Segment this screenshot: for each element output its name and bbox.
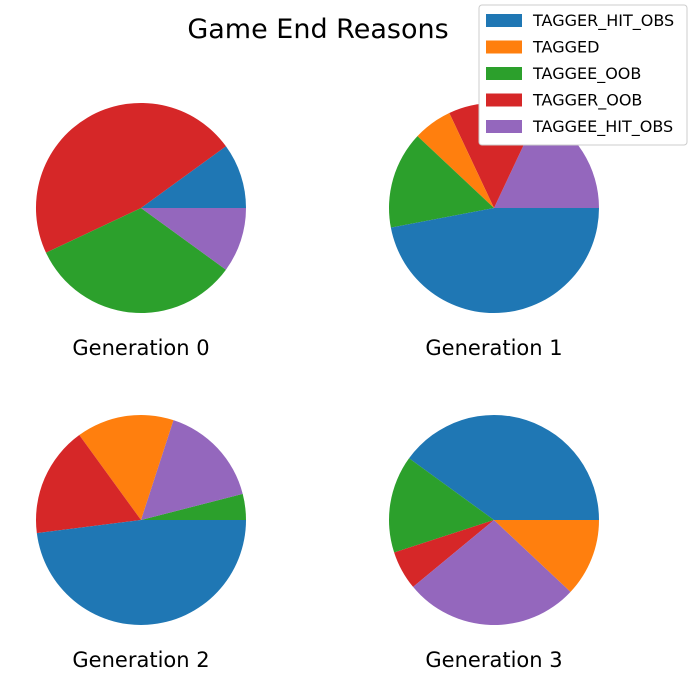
pie-generation-1: Generation 1 <box>388 102 599 360</box>
pie-slice-tagger-oob <box>35 102 226 253</box>
pie-slice-tagger-hit-obs <box>390 208 599 314</box>
pie-generation-0: Generation 0 <box>35 102 246 360</box>
pie-slice-tagger-hit-obs <box>36 520 246 625</box>
pie-slice-tagged <box>79 414 174 520</box>
pie-slice-tagged <box>417 112 494 208</box>
pie-slice-tagger-oob <box>394 520 494 587</box>
pie-slice-taggee-oob <box>141 493 246 520</box>
pie-slice-tagged <box>494 520 599 592</box>
legend: TAGGER_HIT_OBS TAGGED TAGGEE_OOB TAGGER_OOB… <box>478 4 688 146</box>
pie-slice-tagger-hit-obs <box>141 146 246 208</box>
legend-frame <box>478 4 688 146</box>
pie-slice-taggee-hit-obs <box>413 520 571 625</box>
legend-label-tagger-oob: TAGGER_OOB <box>532 91 642 111</box>
pie-label-generation-1: Generation 1 <box>425 336 562 360</box>
pie-generation-3: Generation 3 <box>388 414 599 672</box>
pie-slice-taggee-hit-obs <box>141 420 243 520</box>
pie-label-generation-3: Generation 3 <box>425 648 562 672</box>
pie-slice-taggee-hit-obs <box>141 208 246 270</box>
legend-label-tagger-hit-obs: TAGGER_HIT_OBS <box>532 11 674 31</box>
pie-slice-taggee-hit-obs <box>494 112 599 208</box>
legend-swatch-tagged <box>486 40 522 54</box>
chart-title: Game End Reasons <box>187 14 448 45</box>
pie-slice-tagger-hit-obs <box>409 414 599 520</box>
legend-swatch-taggee-oob <box>486 67 522 80</box>
pie-slice-taggee-oob <box>388 136 494 228</box>
pie-charts: Generation 0 Generation 1 Generation 2 Gene… <box>35 102 599 672</box>
legend-label-taggee-hit-obs: TAGGEE_HIT_OBS <box>532 117 673 137</box>
pie-label-generation-2: Generation 2 <box>72 648 209 672</box>
pie-generation-2: Generation 2 <box>36 414 246 672</box>
pie-slice-taggee-oob <box>45 208 226 314</box>
legend-label-taggee-oob: TAGGEE_OOB <box>532 64 641 84</box>
legend-label-tagged: TAGGED <box>532 38 599 57</box>
pie-label-generation-0: Generation 0 <box>72 336 209 360</box>
legend-swatch-tagger-hit-obs <box>486 14 522 27</box>
pie-slice-taggee-oob <box>388 458 494 553</box>
legend-swatch-tagger-oob <box>486 93 522 107</box>
legend-swatch-taggee-hit-obs <box>486 120 522 133</box>
pie-slice-tagger-oob <box>36 435 141 534</box>
